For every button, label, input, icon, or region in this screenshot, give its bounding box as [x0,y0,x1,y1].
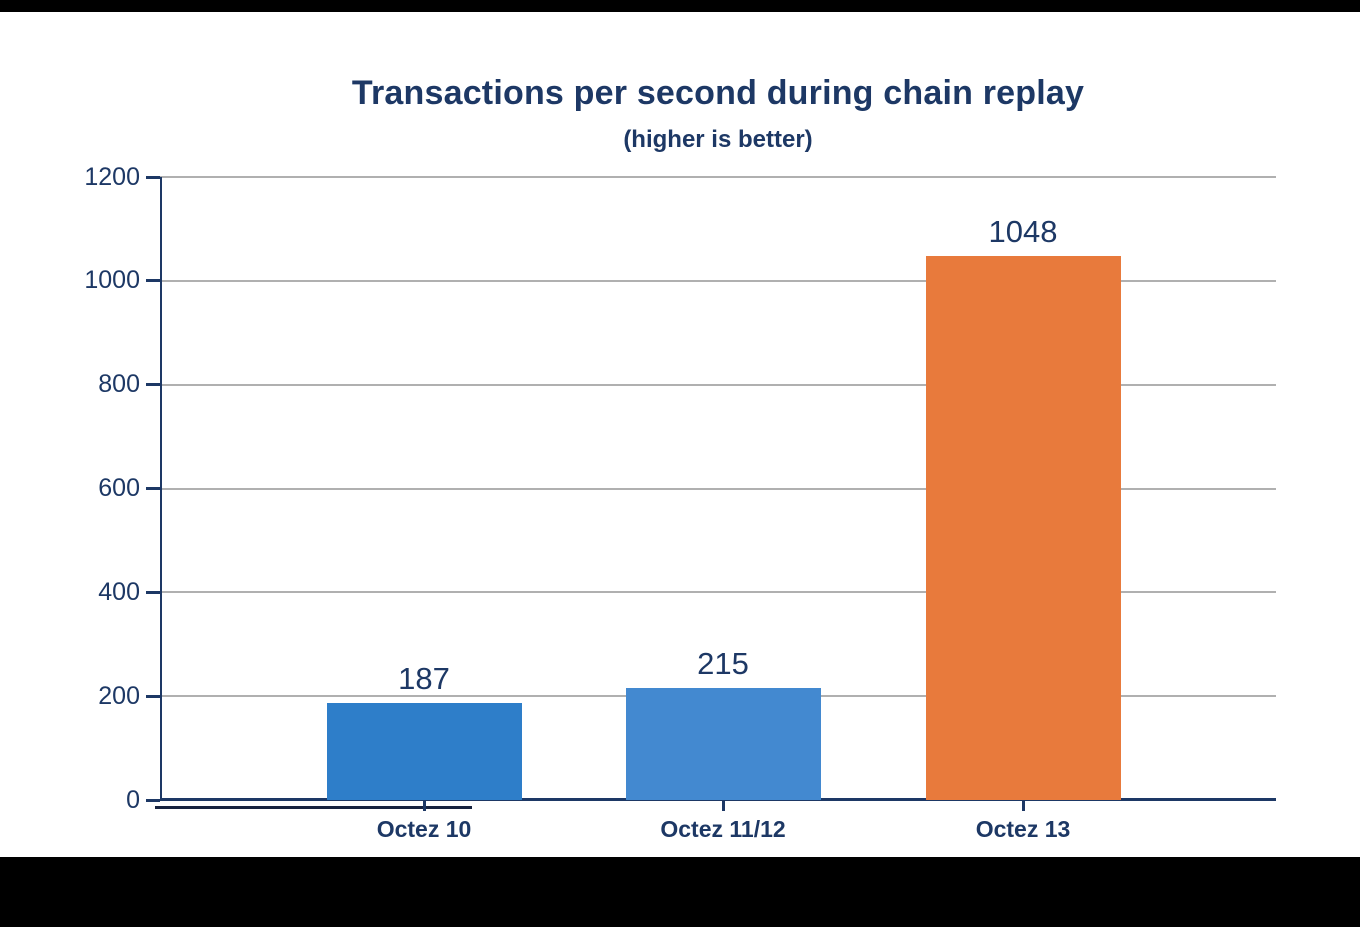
gridline-800 [160,383,1276,386]
bar-value-label-octez-10: 187 [398,660,450,696]
y-axis-tick-label: 800 [98,370,140,399]
x-axis-tick-mark [422,800,426,811]
y-axis-tick-mark [146,487,160,490]
gridline-1200 [160,176,1276,178]
y-axis-tick-mark [146,279,160,283]
gridline-1000 [160,279,1276,282]
y-axis-spine [160,177,162,800]
y-axis-tick-label: 1000 [84,266,140,295]
y-axis-tick-label: 400 [98,577,140,606]
bottom-black-band [0,857,1360,927]
y-axis-tick-label: 200 [98,681,140,710]
x-axis-tick-mark [1021,800,1025,811]
bar-value-label-octez-11-12: 215 [697,646,749,682]
bar-value-label-octez-13: 1048 [988,213,1058,249]
y-axis-tick-mark [146,590,160,594]
bar-octez-13 [925,255,1121,800]
y-axis-tick-mark [146,175,160,179]
y-axis-tick-mark [146,798,160,802]
bar-octez-10 [326,702,522,800]
y-axis-tick-label: 600 [98,474,140,502]
x-axis-tick-label-octez-11-12: Octez 11/12 [660,816,786,842]
chart-subtitle: (higher is better) [623,126,813,153]
y-axis-tick-label: 0 [126,785,140,814]
gridline-600 [160,487,1276,490]
y-axis-tick-label: 1200 [84,162,140,191]
x-axis-tick-label-octez-10: Octez 10 [376,816,472,842]
x-axis-tick-label-octez-13: Octez 13 [975,816,1071,842]
gridline-400 [160,591,1276,594]
below-axis-line-artifact [155,806,472,809]
top-black-band [0,0,1360,12]
y-axis-tick-mark [146,383,160,387]
x-axis-tick-mark [721,800,725,811]
y-axis-tick-mark [146,694,160,698]
bar-octez-11-12 [625,688,821,800]
chart-title: Transactions per second during chain rep… [351,74,1085,112]
